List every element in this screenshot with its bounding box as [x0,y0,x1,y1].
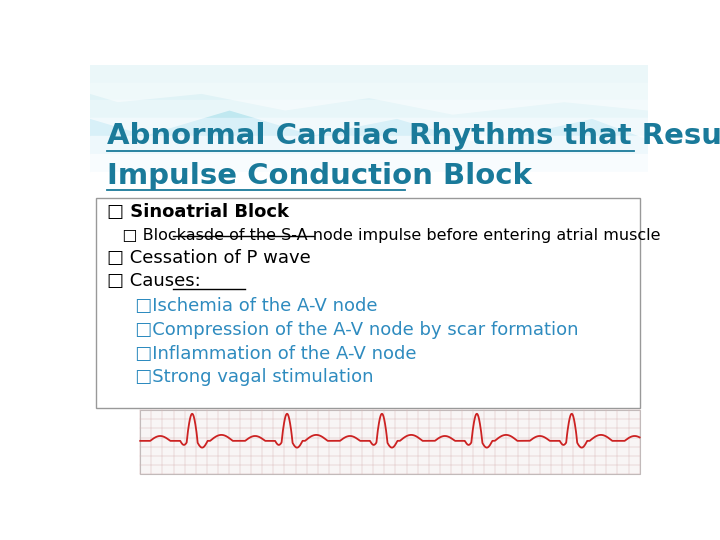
Bar [90,136,648,154]
Text: Impulse Conduction Block: Impulse Conduction Block [107,161,532,190]
Polygon shape [90,65,648,144]
Bar [90,172,648,190]
Bar [90,100,648,118]
Text: □Strong vagal stimulation: □Strong vagal stimulation [118,368,374,387]
Polygon shape [90,65,648,114]
Text: □ Blockasde of the S-A node impulse before entering atrial muscle: □ Blockasde of the S-A node impulse befo… [107,228,660,243]
Bar [90,154,648,172]
FancyBboxPatch shape [140,410,639,474]
Bar [90,65,648,83]
Text: □ Sinoatrial Block: □ Sinoatrial Block [107,204,289,221]
Text: □Ischemia of the A-V node: □Ischemia of the A-V node [118,297,377,315]
Text: □Inflammation of the A-V node: □Inflammation of the A-V node [118,345,416,363]
FancyBboxPatch shape [96,198,639,408]
Text: □Compression of the A-V node by scar formation: □Compression of the A-V node by scar for… [118,321,578,339]
Text: Abnormal Cardiac Rhythms that Result from: Abnormal Cardiac Rhythms that Result fro… [107,122,720,150]
Bar [90,83,648,100]
Text: □ Cessation of P wave: □ Cessation of P wave [107,249,310,267]
Bar [90,118,648,136]
Text: □ Causes:: □ Causes: [107,272,200,290]
